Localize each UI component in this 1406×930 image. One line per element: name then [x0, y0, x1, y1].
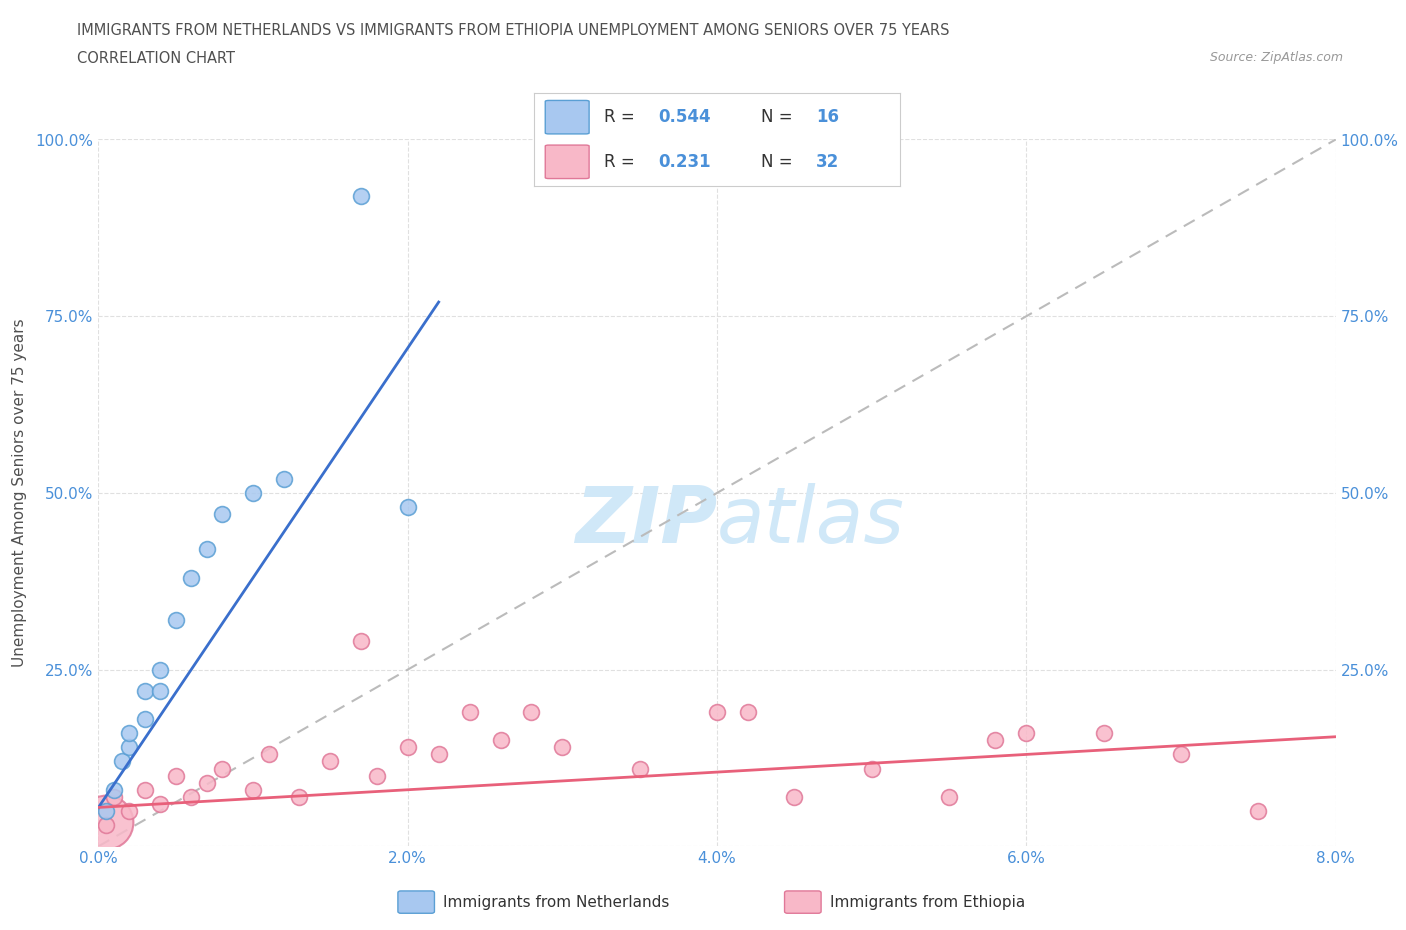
Point [180, 790, 202, 804]
Text: Immigrants from Ethiopia: Immigrants from Ethiopia [830, 895, 1025, 910]
Point [783, 790, 806, 804]
Point [427, 747, 450, 762]
Point [706, 705, 728, 720]
Point [350, 189, 373, 204]
Point [458, 705, 481, 720]
Point [396, 499, 419, 514]
Point [96, 814, 118, 829]
Point [938, 790, 960, 804]
FancyBboxPatch shape [546, 100, 589, 134]
Point [628, 761, 651, 776]
Text: R =: R = [603, 153, 645, 171]
Point [1092, 725, 1115, 740]
Point [288, 790, 311, 804]
Point [984, 733, 1007, 748]
Point [149, 684, 172, 698]
Point [149, 796, 172, 811]
Text: Source: ZipAtlas.com: Source: ZipAtlas.com [1209, 51, 1343, 64]
Point [134, 711, 156, 726]
Point [1170, 747, 1192, 762]
Point [520, 705, 543, 720]
Point [96, 817, 118, 832]
Point [134, 684, 156, 698]
Point [165, 768, 187, 783]
Point [118, 804, 141, 818]
Point [860, 761, 883, 776]
Point [165, 613, 187, 628]
Point [396, 740, 419, 755]
Point [1015, 725, 1038, 740]
Point [195, 776, 218, 790]
Point [489, 733, 512, 748]
Point [257, 747, 280, 762]
Text: N =: N = [761, 108, 797, 126]
Point [118, 725, 141, 740]
Point [103, 790, 125, 804]
Y-axis label: Unemployment Among Seniors over 75 years: Unemployment Among Seniors over 75 years [13, 319, 27, 667]
Point [111, 754, 134, 769]
Point [211, 507, 233, 522]
Point [211, 761, 233, 776]
Point [96, 804, 118, 818]
Point [273, 472, 295, 486]
Point [551, 740, 574, 755]
Point [242, 485, 264, 500]
Text: 32: 32 [815, 153, 839, 171]
Text: 0.231: 0.231 [658, 153, 711, 171]
Text: 0.544: 0.544 [658, 108, 711, 126]
Point [1247, 804, 1270, 818]
Text: Immigrants from Netherlands: Immigrants from Netherlands [443, 895, 669, 910]
Point [118, 740, 141, 755]
Text: N =: N = [761, 153, 797, 171]
Text: 16: 16 [815, 108, 839, 126]
Point [350, 634, 373, 649]
Text: atlas: atlas [717, 484, 905, 559]
Point [737, 705, 759, 720]
Point [180, 570, 202, 585]
Point [103, 782, 125, 797]
Point [149, 662, 172, 677]
Point [195, 542, 218, 557]
Text: ZIP: ZIP [575, 484, 717, 559]
Point [319, 754, 342, 769]
Text: CORRELATION CHART: CORRELATION CHART [77, 51, 235, 66]
Point [134, 782, 156, 797]
Text: R =: R = [603, 108, 640, 126]
Point [242, 782, 264, 797]
Point [366, 768, 388, 783]
FancyBboxPatch shape [546, 145, 589, 179]
Text: IMMIGRANTS FROM NETHERLANDS VS IMMIGRANTS FROM ETHIOPIA UNEMPLOYMENT AMONG SENIO: IMMIGRANTS FROM NETHERLANDS VS IMMIGRANT… [77, 23, 950, 38]
